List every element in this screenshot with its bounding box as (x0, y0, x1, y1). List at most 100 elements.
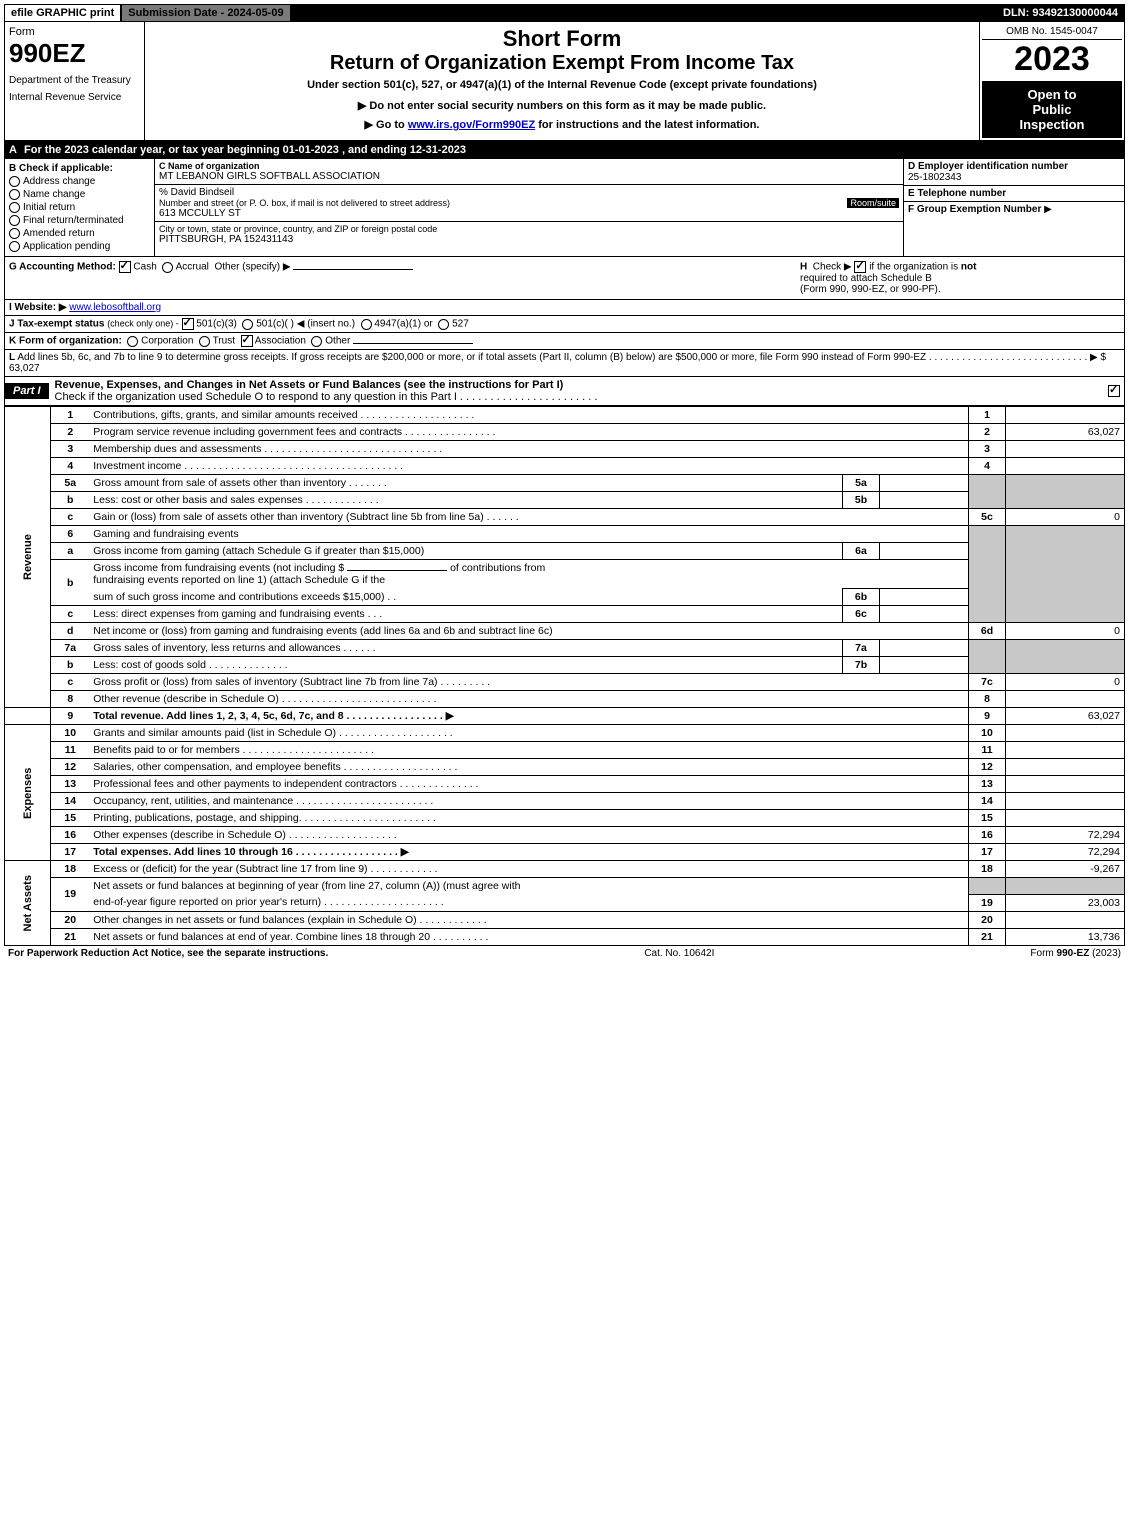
line-6a-sub (880, 543, 969, 560)
irs-label: Internal Revenue Service (9, 92, 140, 103)
title-short-form: Short Form (153, 26, 971, 52)
website-link[interactable]: www.lebosoftball.org (69, 302, 161, 313)
group-exemption-label: F Group Exemption Number (908, 204, 1041, 215)
under-section: Under section 501(c), 527, or 4947(a)(1)… (153, 79, 971, 91)
line-6b-sub (880, 589, 969, 606)
dln: DLN: 93492130000044 (997, 5, 1124, 21)
line-12-amt (1006, 759, 1125, 776)
checkbox-527[interactable] (438, 319, 449, 330)
section-l: L Add lines 5b, 6c, and 7b to line 9 to … (4, 350, 1125, 377)
line-14-amt (1006, 793, 1125, 810)
section-j: J Tax-exempt status (check only one) - 5… (4, 316, 1125, 333)
line-7b-sub (880, 657, 969, 674)
checkbox-amended-return[interactable] (9, 228, 20, 239)
header-left: Form 990EZ Department of the Treasury In… (5, 22, 145, 140)
header-center: Short Form Return of Organization Exempt… (145, 22, 979, 140)
line-10-amt (1006, 725, 1125, 742)
checkbox-trust[interactable] (199, 336, 210, 347)
line-7a-sub (880, 640, 969, 657)
section-h: H Check ▶ if the organization is not req… (800, 261, 1120, 295)
line-9-amt: 63,027 (1006, 708, 1125, 725)
checkbox-part1-scho[interactable] (1108, 385, 1120, 397)
title-return: Return of Organization Exempt From Incom… (153, 52, 971, 75)
submission-date: Submission Date - 2024-05-09 (122, 5, 291, 21)
line-19-amt: 23,003 (1006, 894, 1125, 911)
part-1-tab: Part I (5, 383, 49, 399)
footer-left: For Paperwork Reduction Act Notice, see … (8, 948, 328, 959)
line-6d-amt: 0 (1006, 623, 1125, 640)
checkbox-initial-return[interactable] (9, 202, 20, 213)
footer-right: Form 990-EZ (2023) (1030, 948, 1121, 959)
line-6c-sub (880, 606, 969, 623)
part-1-table: Revenue 1 Contributions, gifts, grants, … (4, 406, 1125, 946)
line-5c-amt: 0 (1006, 509, 1125, 526)
info-grid: B Check if applicable: Address change Na… (4, 159, 1125, 257)
section-g: G Accounting Method: Cash Accrual Other … (9, 261, 800, 295)
section-a-label: A (9, 144, 17, 156)
form-word: Form (9, 26, 140, 38)
checkbox-application-pending[interactable] (9, 241, 20, 252)
section-i: I Website: ▶ www.lebosoftball.org (4, 300, 1125, 316)
checkbox-501c[interactable] (242, 319, 253, 330)
line-16-amt: 72,294 (1006, 827, 1125, 844)
dept-treasury: Department of the Treasury (9, 75, 140, 86)
checkbox-h[interactable] (854, 261, 866, 273)
checkbox-corp[interactable] (127, 336, 138, 347)
part-1-header: Part I Revenue, Expenses, and Changes in… (4, 377, 1125, 406)
line-15-amt (1006, 810, 1125, 827)
street-address: 613 MCCULLY ST (159, 208, 899, 219)
line-13-amt (1006, 776, 1125, 793)
form-header: Form 990EZ Department of the Treasury In… (4, 22, 1125, 141)
open-to-public: Open to Public Inspection (982, 81, 1122, 138)
line-18-amt: -9,267 (1006, 861, 1125, 878)
checkbox-address-change[interactable] (9, 176, 20, 187)
section-k: K Form of organization: Corporation Trus… (4, 333, 1125, 350)
checkbox-4947[interactable] (361, 319, 372, 330)
header-right: OMB No. 1545-0047 2023 Open to Public In… (979, 22, 1124, 140)
ssn-note: ▶ Do not enter social security numbers o… (153, 99, 971, 112)
ein: 25-1802343 (908, 172, 1120, 183)
checkbox-cash[interactable] (119, 261, 131, 273)
checkbox-name-change[interactable] (9, 189, 20, 200)
org-name: MT LEBANON GIRLS SOFTBALL ASSOCIATION (159, 171, 899, 182)
line-20-amt (1006, 911, 1125, 928)
line-3-amt (1006, 441, 1125, 458)
line-2-amt: 63,027 (1006, 424, 1125, 441)
page-footer: For Paperwork Reduction Act Notice, see … (4, 946, 1125, 961)
irs-link[interactable]: www.irs.gov/Form990EZ (408, 119, 535, 131)
line-4-amt (1006, 458, 1125, 475)
omb-number: OMB No. 1545-0047 (982, 24, 1122, 40)
checkbox-501c3[interactable] (182, 318, 194, 330)
checkbox-other-org[interactable] (311, 336, 322, 347)
netassets-vlabel: Net Assets (5, 861, 51, 946)
section-g-h: G Accounting Method: Cash Accrual Other … (4, 257, 1125, 300)
section-b: B Check if applicable: Address change Na… (5, 159, 155, 256)
section-c: C Name of organization MT LEBANON GIRLS … (155, 159, 904, 256)
checkbox-assoc[interactable] (241, 335, 253, 347)
efile-label: efile GRAPHIC print (5, 5, 122, 21)
line-1-amt (1006, 407, 1125, 424)
gross-receipts: 63,027 (9, 363, 40, 374)
section-def: D Employer identification number 25-1802… (904, 159, 1124, 256)
line-21-amt: 13,736 (1006, 928, 1125, 945)
footer-cat: Cat. No. 10642I (644, 948, 714, 959)
tax-year: 2023 (982, 40, 1122, 79)
goto-note: ▶ Go to www.irs.gov/Form990EZ for instru… (153, 118, 971, 131)
line-17-amt: 72,294 (1006, 844, 1125, 861)
line-8-amt (1006, 691, 1125, 708)
line-7c-amt: 0 (1006, 674, 1125, 691)
revenue-vlabel: Revenue (5, 407, 51, 708)
checkbox-final-return[interactable] (9, 215, 20, 226)
checkbox-accrual[interactable] (162, 262, 173, 273)
line-5a-sub (880, 475, 969, 492)
section-a-text: For the 2023 calendar year, or tax year … (24, 144, 466, 156)
city-state-zip: PITTSBURGH, PA 152431143 (159, 234, 899, 245)
line-11-amt (1006, 742, 1125, 759)
section-a: A For the 2023 calendar year, or tax yea… (4, 141, 1125, 159)
care-of: % David Bindseil (159, 187, 899, 198)
top-bar: efile GRAPHIC print Submission Date - 20… (4, 4, 1125, 22)
line-5b-sub (880, 492, 969, 509)
part-1-title: Revenue, Expenses, and Changes in Net As… (49, 377, 604, 405)
form-number: 990EZ (9, 38, 140, 69)
expenses-vlabel: Expenses (5, 725, 51, 861)
